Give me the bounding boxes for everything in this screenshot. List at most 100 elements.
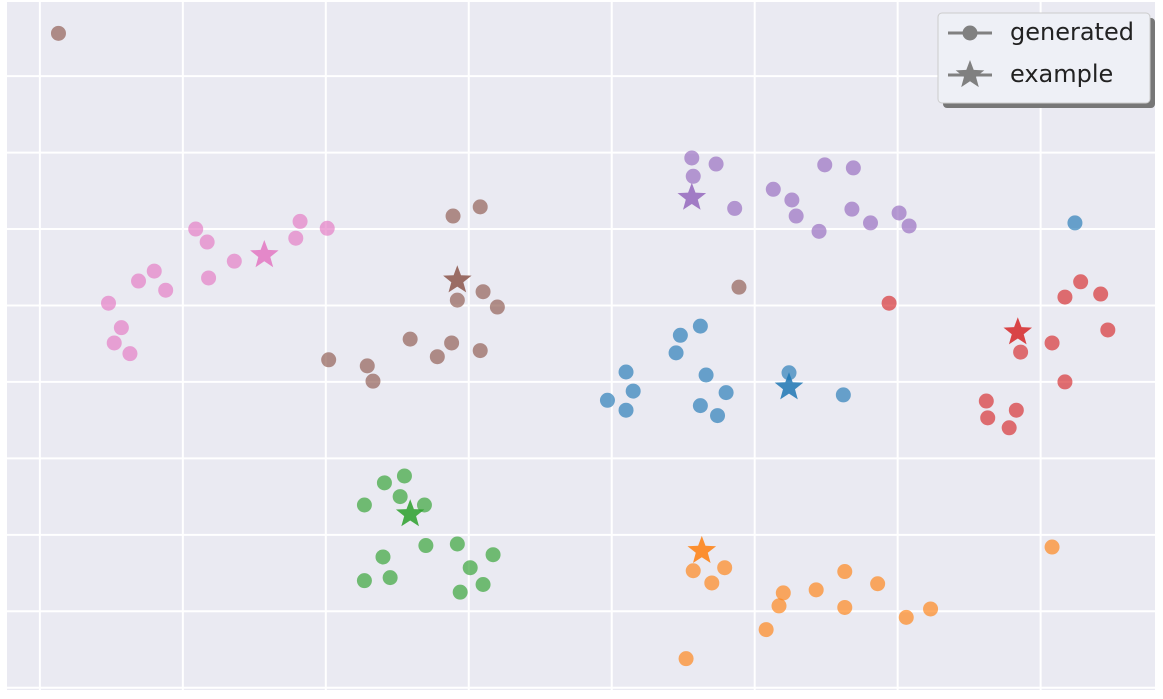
example-star <box>677 182 707 210</box>
point <box>668 345 684 361</box>
example-star <box>1003 317 1032 345</box>
example-star <box>955 60 985 88</box>
legend-label: generated <box>1010 18 1134 46</box>
point <box>356 573 372 589</box>
point <box>462 560 478 576</box>
point <box>158 282 174 298</box>
point <box>1008 402 1024 418</box>
point <box>685 563 701 579</box>
point <box>444 335 460 351</box>
point <box>50 25 66 41</box>
point <box>758 622 774 638</box>
point <box>710 408 726 424</box>
point <box>472 199 488 215</box>
point <box>692 318 708 334</box>
point <box>321 352 337 368</box>
example-star <box>687 535 717 563</box>
point <box>808 582 824 598</box>
point <box>817 157 833 173</box>
point <box>402 331 418 347</box>
legend-box <box>937 12 1151 104</box>
point <box>685 168 701 184</box>
point <box>717 560 733 576</box>
point <box>978 393 994 409</box>
point <box>122 346 138 362</box>
point <box>881 295 897 311</box>
marks <box>50 25 1116 667</box>
point <box>188 221 204 237</box>
point <box>771 598 787 614</box>
point <box>485 547 501 563</box>
point <box>131 273 147 289</box>
point <box>288 230 304 246</box>
point <box>718 385 734 401</box>
point <box>1073 274 1089 290</box>
point <box>1057 374 1073 390</box>
point <box>445 208 461 224</box>
point <box>1044 539 1060 555</box>
point <box>599 392 615 408</box>
point <box>625 383 641 399</box>
point <box>1067 215 1083 231</box>
point <box>618 402 634 418</box>
point <box>475 577 491 593</box>
point <box>901 218 917 234</box>
point <box>101 295 117 311</box>
point <box>429 349 445 365</box>
point <box>376 475 392 491</box>
point <box>113 320 129 336</box>
point <box>678 651 694 667</box>
point <box>618 364 634 380</box>
point <box>727 200 743 216</box>
point <box>698 367 714 383</box>
point <box>692 398 708 414</box>
point <box>226 253 242 269</box>
point <box>765 181 781 197</box>
point <box>489 299 505 315</box>
point <box>1093 286 1109 302</box>
point <box>392 489 408 505</box>
point <box>891 205 907 221</box>
point <box>365 373 381 389</box>
point <box>844 201 860 217</box>
point <box>923 601 939 617</box>
point <box>870 576 886 592</box>
point <box>672 327 688 343</box>
example-star <box>443 265 472 293</box>
point <box>319 220 335 236</box>
point <box>704 575 720 591</box>
point <box>845 160 861 176</box>
point <box>359 358 375 374</box>
point <box>396 468 412 484</box>
point <box>962 25 978 41</box>
point <box>684 150 700 166</box>
legend: generated example <box>937 12 1155 108</box>
point <box>811 223 827 239</box>
point <box>449 536 465 552</box>
point <box>201 270 217 286</box>
point <box>1057 289 1073 305</box>
point <box>452 584 468 600</box>
example-star <box>395 499 425 527</box>
example-star <box>250 240 279 268</box>
point <box>863 215 879 231</box>
point <box>1013 344 1029 360</box>
point <box>382 570 398 586</box>
point <box>775 585 791 601</box>
point <box>356 497 372 513</box>
point <box>475 284 491 300</box>
point <box>449 292 465 308</box>
point <box>731 279 747 295</box>
point <box>106 335 122 351</box>
point <box>146 263 162 279</box>
point <box>418 538 434 554</box>
point <box>375 549 391 565</box>
point <box>980 410 996 426</box>
grid <box>7 2 1155 690</box>
point <box>837 564 853 580</box>
point <box>708 156 724 172</box>
point <box>416 497 432 513</box>
point <box>788 208 804 224</box>
point <box>472 343 488 359</box>
example-star <box>774 372 804 400</box>
